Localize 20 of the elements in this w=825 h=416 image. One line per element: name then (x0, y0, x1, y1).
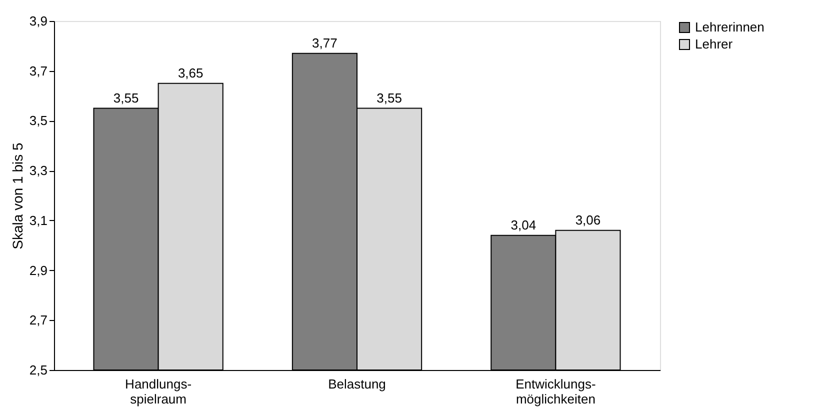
x-tick-label: Belastung (328, 376, 386, 392)
y-tick-label: 3,5 (29, 113, 48, 128)
y-tick-label: 2,7 (29, 312, 48, 328)
y-tick-label: 3,7 (29, 63, 48, 78)
data-label: 3,04 (510, 217, 536, 232)
data-label: 3,55 (113, 90, 139, 106)
data-label: 3,77 (312, 35, 338, 50)
x-tick-label: Handlungs- spielraum (125, 376, 192, 406)
y-tick-label: 3,9 (29, 14, 48, 28)
data-label: 3,55 (376, 90, 402, 106)
data-label: 3,06 (575, 212, 601, 228)
y-tick-label: 3,3 (29, 163, 48, 178)
y-tick-label: 2,5 (29, 362, 48, 378)
x-tick-label: Entwicklungs- möglichkeiten (516, 376, 596, 406)
y-axis-title: Skala von 1 bis 5 (9, 142, 26, 250)
y-tick-label: 2,9 (29, 262, 48, 278)
data-label: 3,65 (178, 65, 204, 80)
y-tick-label: 3,1 (29, 212, 48, 228)
legend-label: Lehrerinnen (695, 20, 764, 34)
legend-label: Lehrer (695, 36, 734, 52)
